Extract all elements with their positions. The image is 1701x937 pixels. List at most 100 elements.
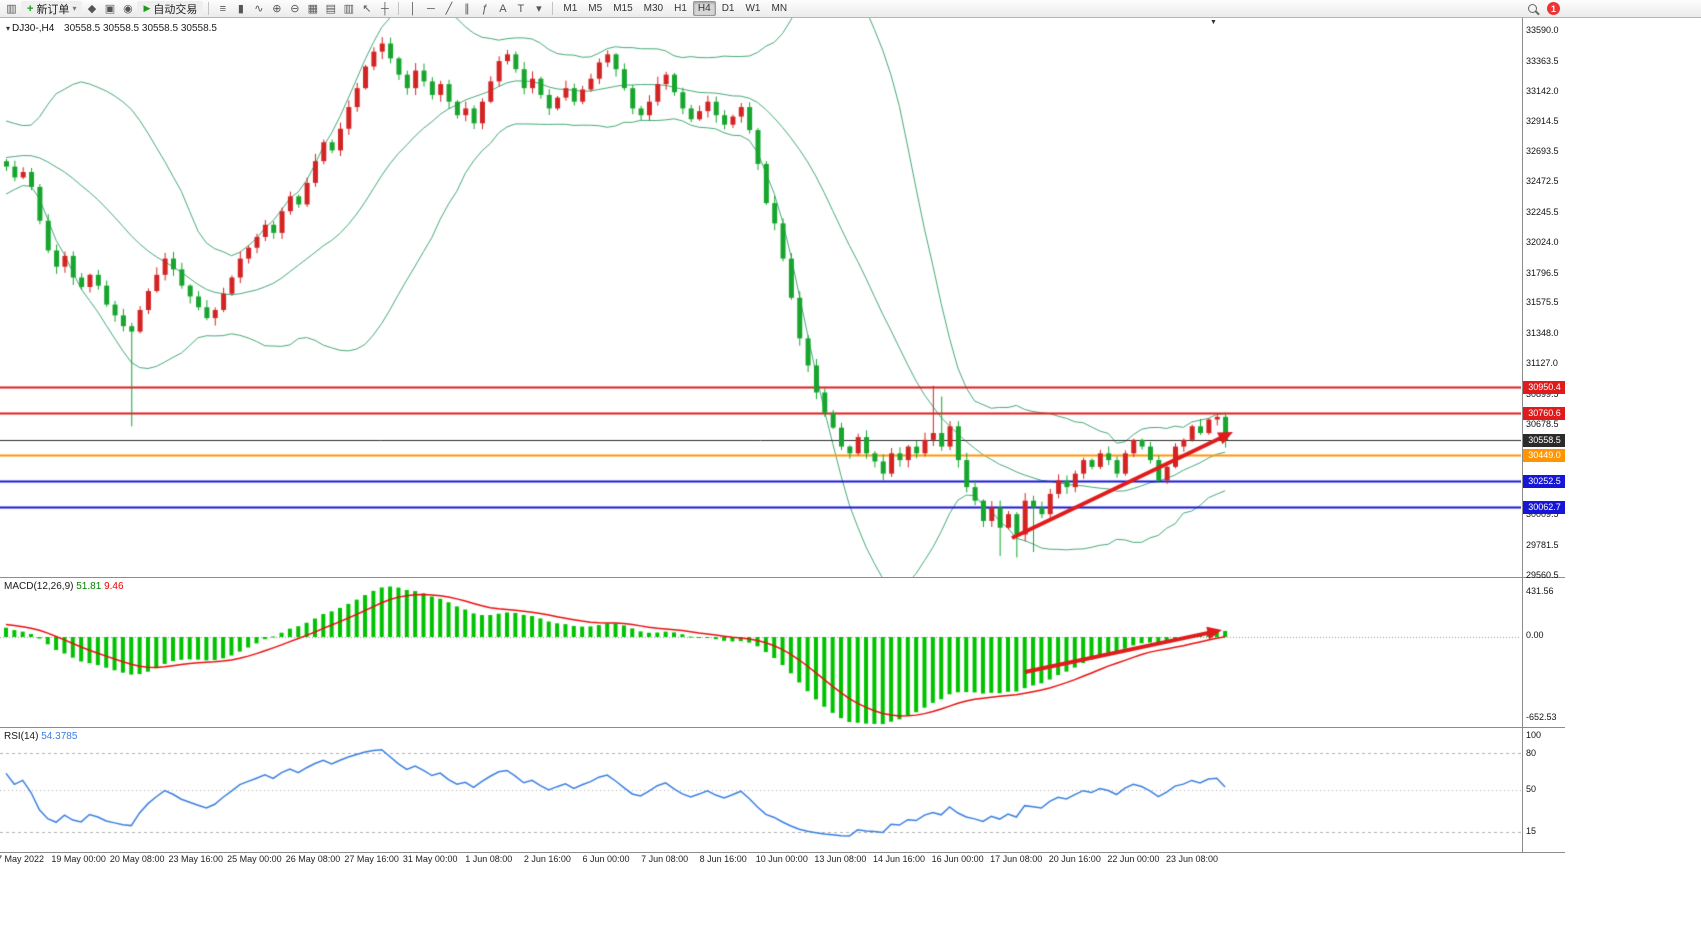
- zoom-out-icon[interactable]: ⊖: [290, 3, 300, 15]
- time-tick: 1 Jun 08:00: [465, 854, 513, 864]
- macd-value: 51.81: [76, 581, 102, 592]
- time-tick: 10 Jun 00:00: [755, 854, 808, 864]
- macd-label: MACD(12,26,9) 51.81 9.46: [4, 581, 124, 592]
- macd-name: MACD(12,26,9): [4, 581, 74, 592]
- time-tick: 26 May 08:00: [285, 854, 341, 864]
- timeframe-m15[interactable]: M15: [613, 3, 633, 14]
- timeframe-m30[interactable]: M30: [643, 3, 664, 14]
- time-tick: 19 May 00:00: [51, 854, 106, 864]
- profiles-icon[interactable]: ▣: [104, 3, 116, 15]
- rsi-label: RSI(14) 54.3785: [4, 731, 78, 742]
- timeframe-h4[interactable]: H4: [692, 1, 716, 16]
- price-tick: 32472.5: [1526, 176, 1559, 187]
- chart-title: ▾ DJ30-,H4 30558.5 30558.5 30558.5 30558.…: [6, 23, 217, 34]
- time-tick: 8 Jun 16:00: [699, 854, 747, 864]
- time-tick: 16 Jun 00:00: [931, 854, 984, 864]
- time-tick: 14 Jun 16:00: [872, 854, 926, 864]
- toolbar-separator: [398, 2, 400, 15]
- new-order-button[interactable]: + 新订单 ▾: [21, 0, 83, 17]
- chevron-down-icon: ▾: [72, 4, 77, 13]
- label-tool[interactable]: T: [517, 2, 525, 15]
- timeframe-m1[interactable]: M1: [563, 3, 578, 14]
- zoom-in-icon[interactable]: ⊕: [272, 3, 282, 15]
- toolbar: ▥ + 新订单 ▾ ◆ ▣ ◉ ▶ 自动交易 ≡ ▮ ∿ ⊕ ⊖ ▦ ▤ ▥ ↖ ┼ │ ─ ╱ ∥ ƒ A T ▾…: [0, 0, 1701, 18]
- new-order-label: 新订单: [36, 3, 70, 16]
- price-tick: 31348.0: [1526, 328, 1559, 339]
- macd-scale-tick: -652.53: [1526, 712, 1557, 722]
- text-tool[interactable]: A: [499, 2, 507, 15]
- symbol-timeframe: DJ30-,H4: [12, 23, 55, 34]
- price-tick: 32693.5: [1526, 146, 1559, 157]
- macd-scale-tick: 431.56: [1526, 586, 1554, 596]
- price-tick: 33142.0: [1526, 85, 1559, 96]
- price-tick: 29781.5: [1526, 540, 1559, 551]
- rsi-scale-tick: 100: [1526, 730, 1542, 740]
- time-tick: 6 Jun 00:00: [582, 854, 630, 864]
- macd-scale-tick: 0.00: [1526, 630, 1544, 640]
- arrange-windows-icon[interactable]: ▥: [343, 3, 355, 15]
- notification-badge[interactable]: 1: [1547, 2, 1560, 15]
- channel-tool[interactable]: ∥: [464, 3, 470, 15]
- search-icon[interactable]: [1528, 4, 1537, 13]
- price-line-label: 30252.5: [1523, 475, 1565, 489]
- price-tick: 31796.5: [1526, 267, 1559, 278]
- time-tick: 20 May 08:00: [109, 854, 165, 864]
- time-tick: 13 Jun 08:00: [814, 854, 867, 864]
- shapes-dropdown-icon[interactable]: ▾: [536, 3, 542, 15]
- time-tick: 17 Jun 08:00: [990, 854, 1043, 864]
- bar-chart-icon[interactable]: ≡: [219, 2, 227, 15]
- price-axis[interactable]: 33590.0 33363.5 33142.0 32914.5 32693.5 32472…: [1522, 18, 1565, 852]
- play-icon: ▶: [143, 3, 151, 13]
- price-tick: 32914.5: [1526, 116, 1559, 127]
- info-icon[interactable]: ◉: [123, 3, 133, 15]
- price-line-label: 30062.7: [1523, 501, 1565, 515]
- crosshair-icon[interactable]: ┼: [380, 2, 389, 15]
- time-tick: 31 May 00:00: [402, 854, 458, 864]
- timeframe-d1[interactable]: D1: [721, 3, 735, 14]
- time-tick: 7 Jun 08:00: [641, 854, 689, 864]
- price-line-label: 30449.0: [1523, 448, 1565, 462]
- line-chart-icon[interactable]: ∿: [254, 3, 264, 15]
- time-axis-border: [0, 852, 1565, 853]
- time-tick: 2 Jun 16:00: [523, 854, 571, 864]
- price-line-label: 30760.6: [1523, 406, 1565, 420]
- plus-icon: +: [27, 2, 34, 15]
- candlestick-chart-icon[interactable]: ▮: [237, 3, 244, 15]
- price-tick: 31575.5: [1526, 297, 1559, 308]
- price-tick: 30678.5: [1526, 418, 1559, 429]
- cursor-icon[interactable]: ↖: [362, 3, 372, 15]
- new-chart-icon[interactable]: ▥: [6, 3, 17, 15]
- timeframe-w1[interactable]: W1: [745, 3, 761, 14]
- rsi-scale-tick: 80: [1526, 748, 1537, 758]
- tile-windows-icon[interactable]: ▦: [307, 3, 319, 15]
- trendline-tool[interactable]: ╱: [445, 3, 453, 15]
- shift-marker-icon: ▼: [1210, 19, 1217, 26]
- price-tick: 32024.0: [1526, 236, 1559, 247]
- auto-trading-button[interactable]: ▶ 自动交易: [137, 0, 204, 17]
- panel-splitter[interactable]: [0, 727, 1565, 728]
- toolbar-separator: [552, 2, 554, 15]
- fibonacci-tool[interactable]: ƒ: [481, 2, 488, 15]
- time-tick: 22 Jun 00:00: [1107, 854, 1160, 864]
- price-tick: 29560.5: [1526, 570, 1559, 580]
- price-line-label: 30950.4: [1523, 381, 1565, 394]
- timeframe-h1[interactable]: H1: [674, 3, 687, 14]
- indicators-icon[interactable]: ◆: [87, 3, 97, 15]
- rsi-value: 54.3785: [41, 731, 78, 742]
- price-tick: 32245.5: [1526, 206, 1559, 217]
- time-tick: 17 May 2022: [0, 854, 45, 864]
- rsi-name: RSI(14): [4, 731, 39, 742]
- macd-signal-value: 9.46: [104, 581, 124, 592]
- cascade-windows-icon[interactable]: ▤: [325, 3, 337, 15]
- time-tick: 23 Jun 08:00: [1165, 854, 1219, 864]
- timeframe-mn[interactable]: MN: [771, 3, 788, 14]
- ohlc-values: 30558.5 30558.5 30558.5 30558.5: [64, 23, 217, 34]
- price-chart-canvas[interactable]: [0, 18, 1521, 852]
- vertical-line-tool[interactable]: │: [409, 2, 417, 15]
- rsi-scale-tick: 15: [1526, 826, 1537, 836]
- panel-splitter[interactable]: [0, 577, 1565, 578]
- horizontal-line-tool[interactable]: ─: [426, 2, 435, 15]
- timeframe-m5[interactable]: M5: [588, 3, 603, 14]
- symbol-dropdown-icon[interactable]: ▾: [6, 24, 11, 33]
